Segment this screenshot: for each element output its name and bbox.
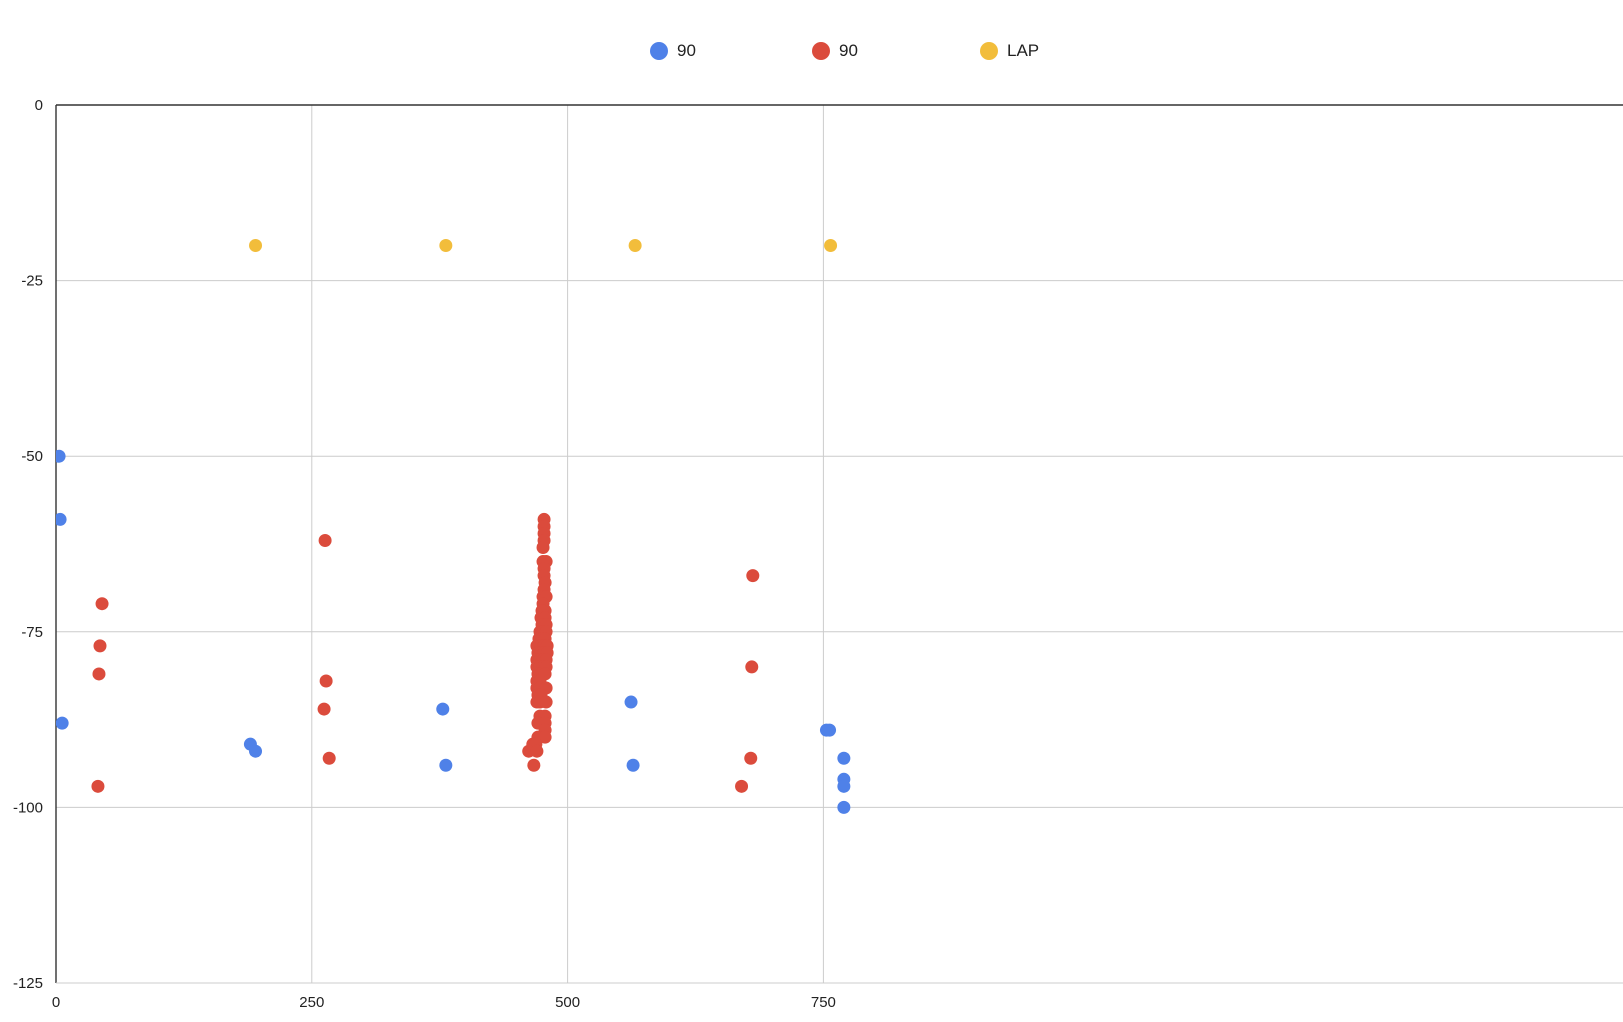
tick-labels: 0 -25 -50 -75 -100 -125 0 250 500 750: [13, 97, 836, 1011]
data-point-series-1[interactable]: [54, 512, 67, 526]
data-point-series-2[interactable]: [745, 660, 759, 674]
data-point-series-2[interactable]: [91, 779, 105, 793]
y-tick-label: -50: [21, 448, 43, 465]
data-point-series-1[interactable]: [436, 702, 450, 716]
legend-swatch: [980, 42, 998, 60]
data-point-series-2[interactable]: [744, 751, 758, 765]
data-point-series-2[interactable]: [318, 533, 332, 547]
x-tick-label: 0: [52, 994, 60, 1011]
data-point-series-3[interactable]: [628, 238, 642, 252]
y-tick-label: -25: [21, 273, 43, 290]
x-tick-label: 250: [299, 994, 324, 1011]
y-tick-label: 0: [35, 97, 43, 114]
data-point-series-1[interactable]: [56, 716, 69, 730]
legend-item-series-2[interactable]: 90: [812, 38, 866, 64]
y-tick-label: -125: [13, 975, 43, 992]
data-point-series-1[interactable]: [823, 723, 837, 737]
data-point-series-1[interactable]: [837, 800, 851, 814]
data-point-series-2[interactable]: [539, 695, 553, 709]
data-point-series-1[interactable]: [53, 449, 66, 463]
data-point-series-2[interactable]: [319, 674, 333, 688]
legend-label: LAP: [1007, 41, 1040, 60]
data-point-series-2[interactable]: [322, 751, 336, 765]
x-tick-label: 500: [555, 994, 580, 1011]
data-point-series-2[interactable]: [538, 730, 552, 744]
grid: [56, 105, 1623, 984]
data-point-series-2[interactable]: [735, 779, 749, 793]
data-point-series-2[interactable]: [536, 541, 550, 555]
data-point-series-3[interactable]: [249, 238, 263, 252]
data-point-series-2[interactable]: [92, 667, 106, 681]
legend-label: 90: [677, 41, 696, 60]
data-point-series-1[interactable]: [626, 758, 640, 772]
legend: 90 90 LAP: [0, 38, 1623, 64]
axes: [55, 104, 1623, 984]
legend-item-series-1[interactable]: 90: [650, 38, 702, 64]
legend-label: 90: [839, 41, 858, 60]
data-point-series-2[interactable]: [746, 569, 760, 583]
x-tick-label: 750: [811, 994, 836, 1011]
data-point-series-3[interactable]: [824, 238, 838, 252]
data-point-series-3[interactable]: [439, 238, 453, 252]
data-point-series-1[interactable]: [837, 779, 851, 793]
data-point-series-1[interactable]: [249, 744, 263, 758]
legend-item-series-3[interactable]: LAP: [980, 38, 1050, 64]
legend-swatch: [812, 42, 830, 60]
data-point-series-2[interactable]: [530, 744, 544, 758]
y-tick-label: -100: [13, 799, 43, 816]
y-tick-label: -75: [21, 624, 43, 641]
data-point-series-1[interactable]: [837, 751, 851, 765]
data-point-series-2[interactable]: [317, 702, 331, 716]
data-point-series-1[interactable]: [624, 695, 638, 709]
data-points: [53, 238, 851, 814]
data-point-series-2[interactable]: [93, 639, 107, 653]
legend-swatch: [650, 42, 668, 60]
data-point-series-2[interactable]: [95, 597, 109, 611]
data-point-series-2[interactable]: [527, 758, 541, 772]
data-point-series-1[interactable]: [439, 758, 453, 772]
